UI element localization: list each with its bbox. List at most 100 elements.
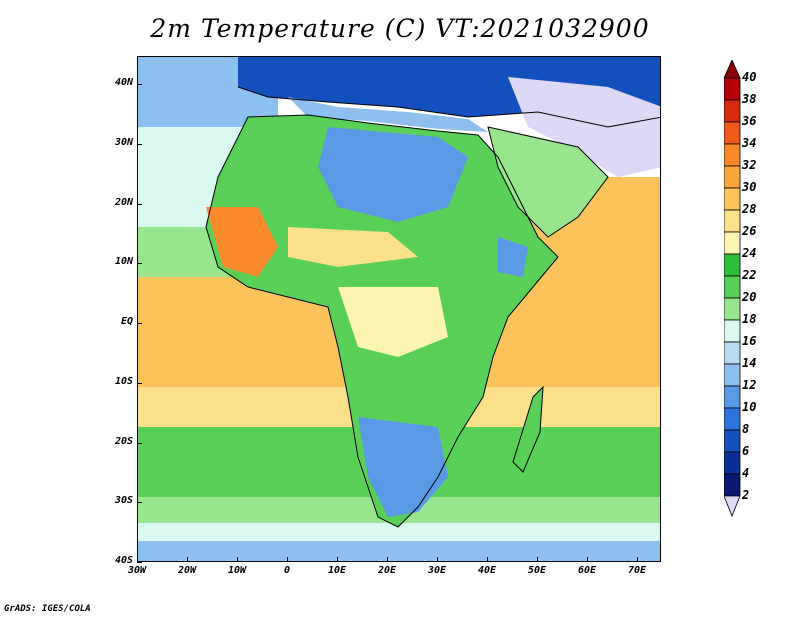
y-tick-label: 10N [114,256,133,268]
colorbar-level-label: 28 [742,202,757,216]
colorbar-bin [724,341,741,365]
x-tick-mark [537,557,538,562]
colorbar-bin [724,429,741,453]
x-tick-label: 70E [627,565,647,576]
temperature-field [138,57,660,561]
colorbar-bin [724,253,741,277]
colorbar-level-label: 18 [742,312,757,326]
x-tick-label: 20E [377,565,397,576]
colorbar-level-label: 6 [742,444,750,458]
coastline-madagascar [512,385,544,473]
colorbar-bin [724,319,741,343]
x-tick-mark [437,557,438,562]
colorbar-level-label: 30 [742,180,757,194]
colorbar-bin [724,187,741,211]
y-tick-mark [137,323,142,324]
colorbar-level-label: 20 [742,290,757,304]
land-madagascar [513,387,543,472]
x-tick-mark [637,557,638,562]
land-west-africa-hot [206,207,278,277]
colorbar-bin [724,473,741,497]
y-tick-mark [137,442,142,444]
land-southern-africa-cool [358,417,448,517]
colorbar-bin [724,165,741,189]
land-central-africa [338,287,448,357]
colorbar-bin [724,77,741,101]
x-tick-mark [487,557,488,562]
land-horn-cool [498,237,528,277]
colorbar-level-label: 34 [742,136,757,150]
colorbar-bin [724,209,741,233]
field-southern-cold [138,541,660,561]
y-tick-mark [137,562,142,563]
colorbar-level-label: 26 [742,224,757,238]
x-tick-mark [137,557,138,562]
temperature-map [137,56,661,562]
colorbar-level-label: 4 [742,466,750,480]
colorbar-level-label: 32 [742,158,757,172]
y-tick-label: 30S [114,495,133,507]
coastline-europe [237,86,660,128]
colorbar-bin [724,231,741,255]
colorbar-bin [724,385,741,409]
y-tick-mark [137,143,142,145]
colorbar [724,60,741,518]
colorbar-level-label: 24 [742,246,757,260]
field-middle-east-cold [508,77,660,177]
colorbar-bin [724,121,741,145]
colorbar-level-label: 16 [742,334,757,348]
colorbar-bin [724,363,741,387]
x-tick-mark [337,557,338,562]
y-tick-mark [137,263,142,265]
coastline-africa [205,114,559,528]
x-tick-label: 20W [177,565,197,576]
field-southern-cool [138,523,660,543]
x-tick-mark [587,557,588,562]
x-tick-label: 40E [477,565,497,576]
colorbar-bin [724,99,741,123]
x-tick-mark [237,557,238,562]
y-tick-label: 40S [114,555,133,566]
colorbar-top-arrow [724,60,741,79]
y-tick-label: 20N [114,196,133,208]
land-sahel-warm [288,227,418,267]
map-title: 2m Temperature (C) VT:2021032900 [150,14,650,43]
colorbar-bin [724,297,741,321]
y-tick-mark [137,84,142,85]
coastline-arabia [487,126,609,238]
colorbar-level-label: 12 [742,378,757,392]
x-tick-label: 0 [283,565,291,576]
colorbar-level-label: 36 [742,114,757,128]
y-tick-mark [137,502,142,504]
colorbar-bin [724,143,741,167]
x-tick-label: 50E [527,565,547,576]
y-tick-mark [137,382,142,384]
colorbar-bin [724,451,741,475]
colorbar-level-label: 2 [742,488,750,502]
land-arabia [488,127,608,237]
field-mediterranean [288,97,488,132]
colorbar-level-label: 22 [742,268,757,282]
x-tick-mark [187,557,188,562]
y-tick-label: 30N [114,136,133,148]
credit-text: GrADS: IGES/COLA [4,604,91,614]
y-tick-label: 10S [114,375,133,387]
colorbar-bin [724,407,741,431]
x-tick-label: 30E [427,565,447,576]
x-tick-mark [387,557,388,562]
y-tick-label: EQ [120,316,133,327]
colorbar-level-label: 10 [742,400,757,414]
x-tick-label: 10E [327,565,347,576]
colorbar-level-label: 14 [742,356,757,370]
colorbar-level-label: 38 [742,92,757,106]
x-tick-label: 10W [227,565,247,576]
x-tick-mark [287,557,288,562]
x-tick-label: 30W [127,565,147,576]
x-tick-label: 60E [577,565,597,576]
colorbar-level-label: 40 [742,70,757,84]
colorbar-bin [724,275,741,299]
y-tick-label: 20S [114,435,133,447]
colorbar-bottom-arrow [724,495,741,518]
y-tick-mark [137,203,142,205]
colorbar-level-label: 8 [742,422,750,436]
